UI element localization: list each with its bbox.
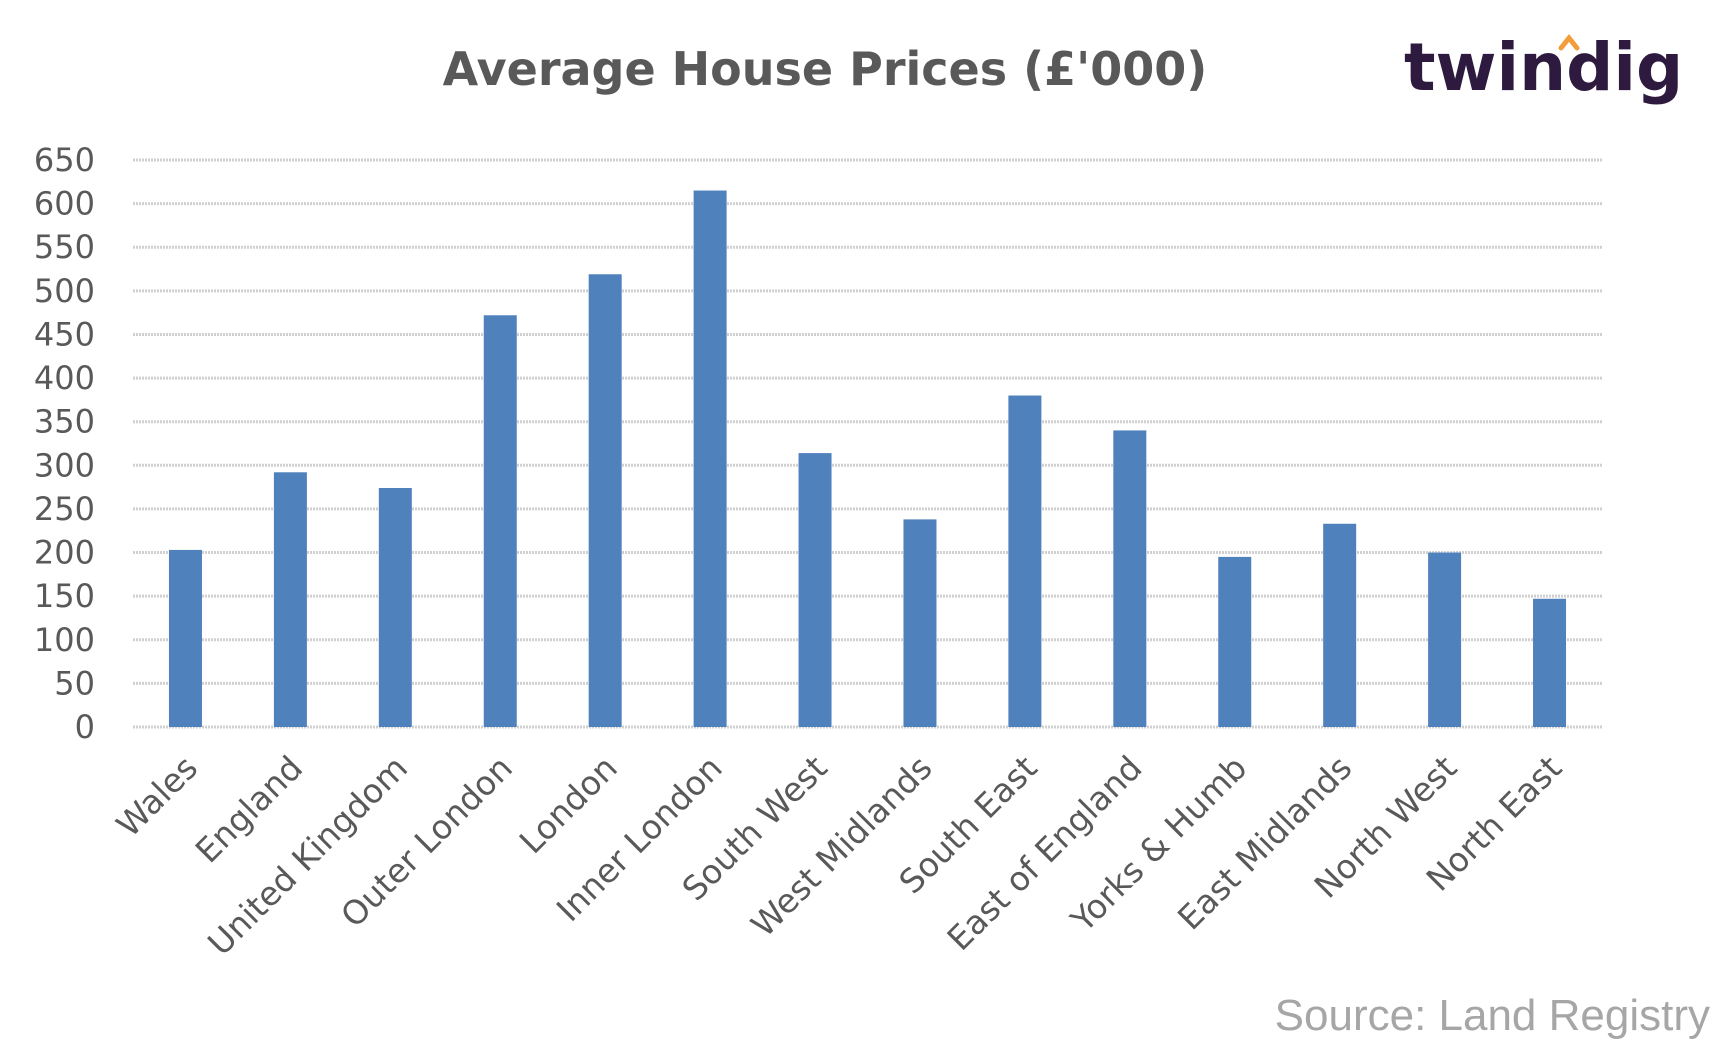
source-note: Source: Land Registry: [1275, 991, 1710, 1040]
x-category-label: East of England: [939, 748, 1149, 958]
bar: [378, 487, 412, 727]
y-tick-label: 300: [34, 446, 95, 484]
y-tick-label: 550: [34, 228, 95, 266]
bar: [798, 453, 832, 727]
bar: [1533, 598, 1567, 727]
y-tick-label: 0: [75, 708, 95, 746]
y-axis-ticks: 0 50 100 150 200 250 300 350 400 450 500 550 600 650: [34, 141, 95, 746]
y-tick-label: 650: [34, 141, 95, 179]
y-tick-label: 100: [34, 621, 95, 659]
twindig-logo: twindig: [1404, 29, 1683, 106]
x-category-label: Wales: [109, 748, 205, 844]
y-tick-label: 50: [54, 664, 95, 702]
y-tick-label: 400: [34, 359, 95, 397]
logo-wordmark: twindig: [1404, 29, 1683, 106]
bar: [1323, 523, 1357, 727]
y-tick-label: 600: [34, 185, 95, 223]
x-category-label: Yorks & Humb: [1063, 748, 1255, 940]
bar: [588, 274, 622, 727]
x-category-label: West Midlands: [743, 748, 939, 944]
bar: [1218, 556, 1252, 727]
bar: [903, 519, 937, 727]
y-tick-label: 500: [34, 272, 95, 310]
y-tick-label: 450: [34, 315, 95, 353]
logo-roof-icon: [1558, 33, 1580, 51]
gridlines: [133, 158, 1602, 729]
bar: [273, 472, 307, 727]
bar: [483, 315, 517, 727]
x-category-label: United Kingdom: [200, 748, 415, 963]
y-tick-label: 150: [34, 577, 95, 615]
bar: [693, 190, 727, 727]
y-tick-label: 250: [34, 490, 95, 528]
chart-title: Average House Prices (£'000): [443, 42, 1208, 96]
bar: [1428, 552, 1462, 727]
bar: [168, 549, 202, 727]
bar: [1113, 430, 1147, 727]
y-tick-label: 200: [34, 534, 95, 572]
y-tick-label: 350: [34, 403, 95, 441]
bar: [1008, 395, 1042, 727]
bars: [168, 190, 1567, 727]
